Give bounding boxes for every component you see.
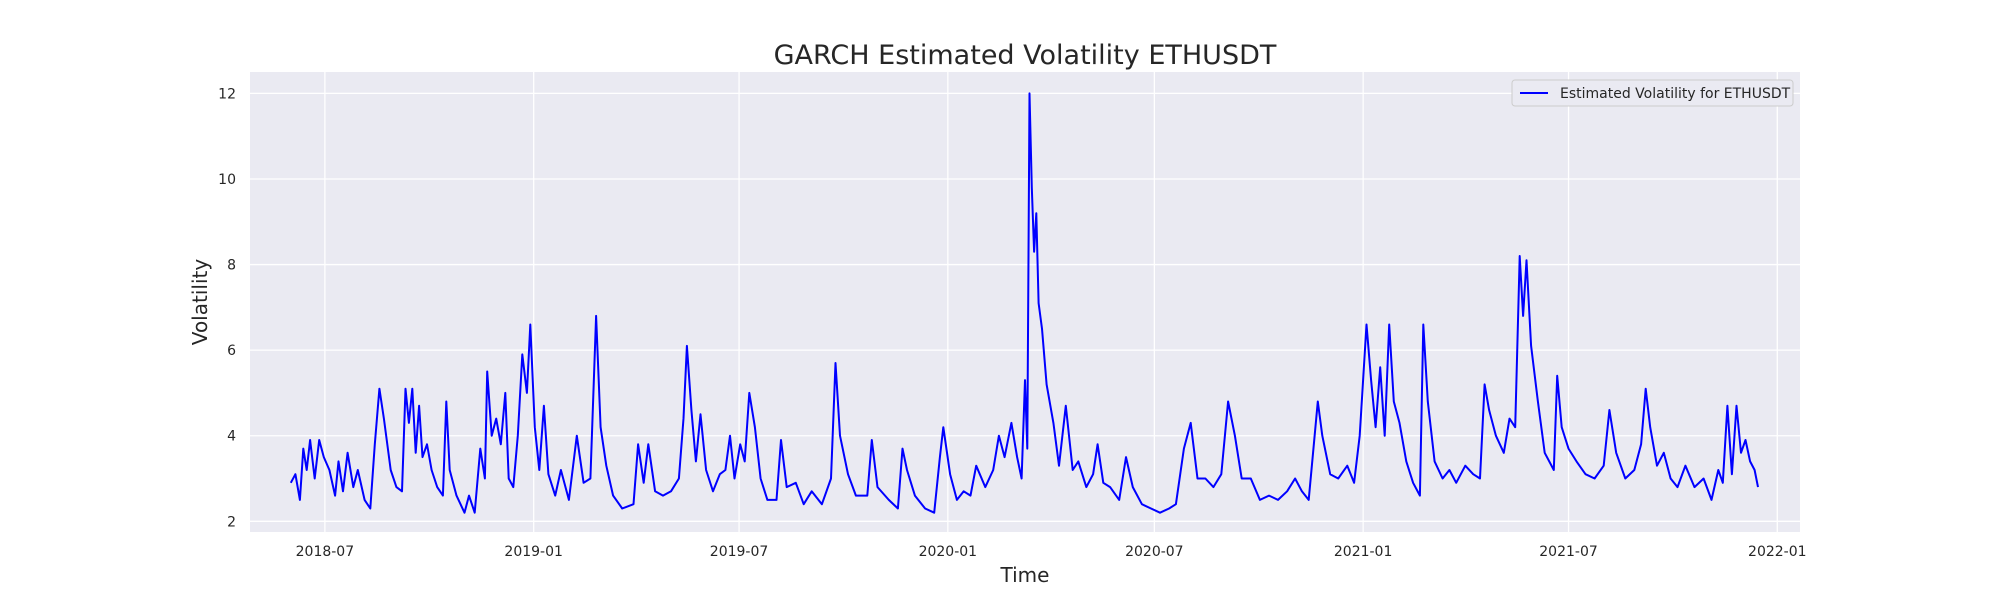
- x-tick-label: 2021-01: [1334, 544, 1393, 560]
- legend-box: [1511, 79, 1794, 107]
- x-tick-label: 2021-07: [1539, 544, 1598, 560]
- y-tick-label: 12: [218, 86, 236, 102]
- x-tick-label: 2022-01: [1748, 544, 1807, 560]
- y-tick-label: 4: [227, 429, 236, 445]
- y-tick-label: 10: [218, 172, 236, 188]
- x-axis-ticks: 2018-07 2019-01 2019-07 2020-01 2020-07 2021-…: [296, 544, 1807, 560]
- series-line: [289, 92, 1759, 514]
- y-axis-label: Volatility: [188, 259, 212, 346]
- y-tick-label: 8: [227, 258, 236, 274]
- x-tick-label: 2019-07: [710, 544, 769, 560]
- legend-label: Estimated Volatility for ETHUSDT: [1560, 86, 1791, 102]
- x-tick-label: 2020-01: [919, 544, 978, 560]
- legend: Estimated Volatility for ETHUSDT: [1511, 79, 1794, 107]
- y-tick-label: 2: [227, 514, 236, 530]
- x-tick-label: 2018-07: [296, 544, 355, 560]
- y-tick-label: 6: [227, 343, 236, 359]
- chart-title: GARCH Estimated Volatility ETHUSDT: [774, 40, 1277, 71]
- x-tick-label: 2019-01: [504, 544, 563, 560]
- x-tick-label: 2020-07: [1125, 544, 1184, 560]
- y-axis-ticks: 2 4 6 8 10 12: [218, 86, 236, 530]
- x-axis-label: Time: [1000, 563, 1050, 587]
